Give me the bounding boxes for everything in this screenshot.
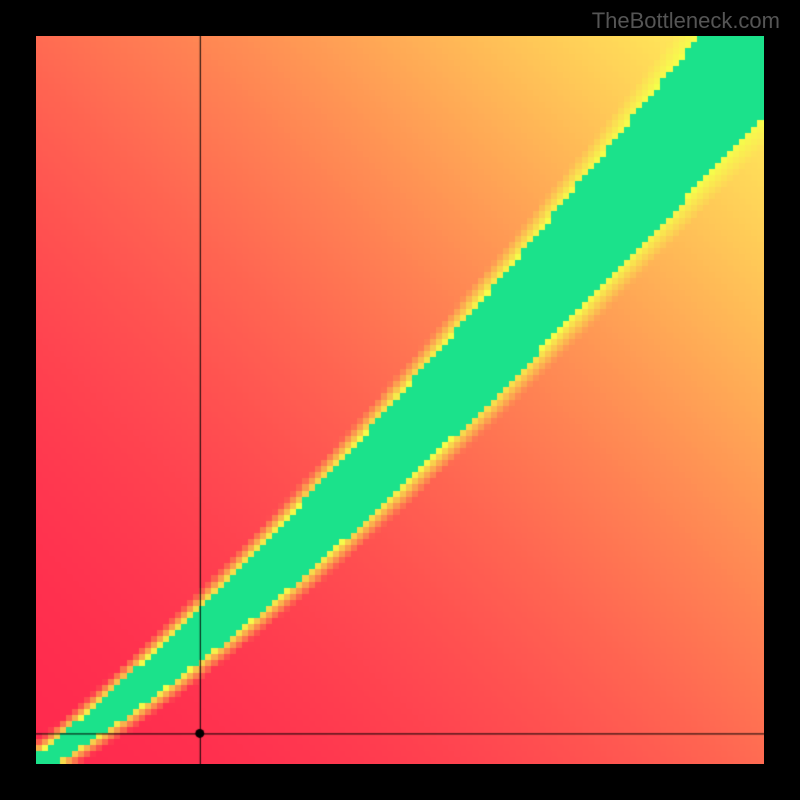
watermark-text: TheBottleneck.com — [592, 8, 780, 34]
plot-area — [36, 36, 764, 764]
heatmap-canvas — [36, 36, 764, 764]
chart-container: TheBottleneck.com — [0, 0, 800, 800]
